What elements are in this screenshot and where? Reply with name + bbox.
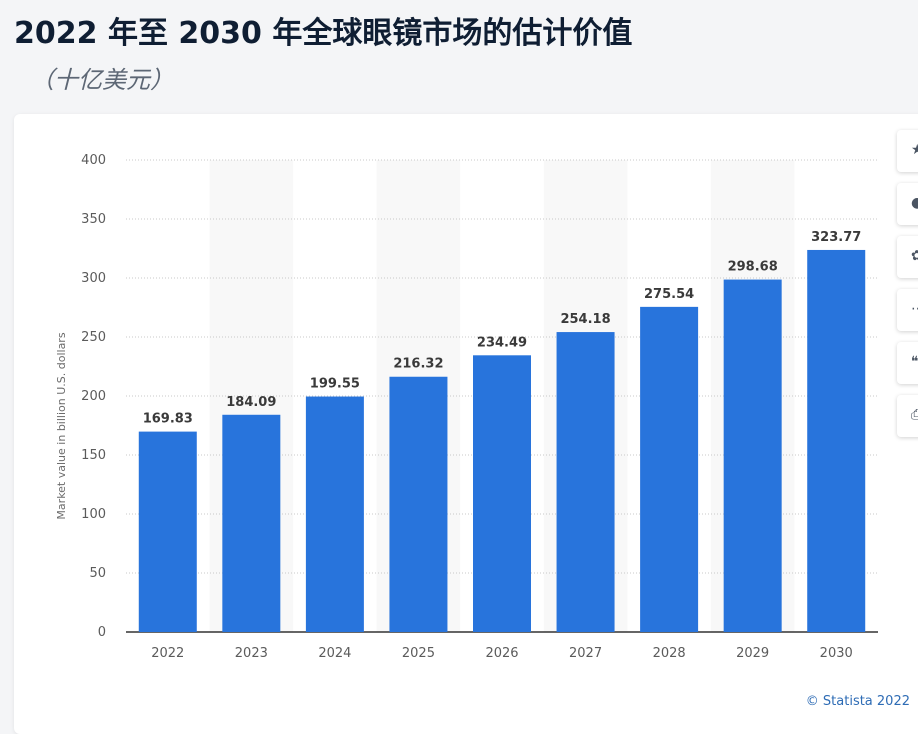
data-label: 323.77: [811, 230, 861, 245]
side-toolbar: ★ ● ✿ ⋯ ❝ ⎙: [897, 130, 918, 448]
x-tick-label: 2029: [736, 646, 769, 661]
y-tick-label: 0: [98, 625, 106, 640]
toolbar-button-bell[interactable]: ●: [897, 183, 918, 225]
bar[interactable]: [807, 249, 866, 632]
data-label: 234.49: [477, 335, 527, 350]
y-tick-label: 250: [81, 330, 106, 345]
y-tick-label: 300: [81, 271, 106, 286]
bar[interactable]: [138, 431, 197, 632]
data-label: 199.55: [310, 377, 360, 392]
bar[interactable]: [222, 414, 281, 632]
x-tick-label: 2022: [151, 646, 184, 661]
bar[interactable]: [640, 306, 699, 632]
data-label: 169.83: [143, 412, 193, 427]
copyright-text[interactable]: © Statista 2022: [805, 694, 910, 709]
bar[interactable]: [305, 396, 364, 632]
y-tick-label: 350: [81, 212, 106, 227]
chart-card: 0 50 100 150 200 250 300 350 400 169.83 2022 184.09…: [14, 114, 918, 734]
data-label: 298.68: [728, 260, 778, 275]
x-tick-label: 2027: [569, 646, 602, 661]
bar[interactable]: [473, 355, 531, 632]
toolbar-button-gear[interactable]: ✿: [897, 236, 918, 278]
star-icon: ★: [911, 142, 918, 158]
print-icon: ⎙: [911, 407, 918, 423]
bell-icon: ●: [911, 195, 918, 211]
y-axis-title: Market value in billion U.S. dollars: [55, 332, 68, 519]
x-tick-label: 2023: [235, 646, 268, 661]
gear-icon: ✿: [911, 248, 918, 264]
quote-icon: ❝: [911, 354, 918, 370]
share-icon: ⋯: [911, 301, 918, 317]
x-tick-label: 2024: [318, 646, 351, 661]
data-label: 254.18: [560, 312, 610, 327]
y-tick-label: 100: [81, 507, 106, 522]
y-tick-label: 400: [81, 153, 106, 168]
y-tick-label: 200: [81, 389, 106, 404]
toolbar-button-star[interactable]: ★: [897, 130, 918, 172]
toolbar-button-quote[interactable]: ❝: [897, 342, 918, 384]
bar[interactable]: [389, 376, 448, 632]
x-tick-label: 2026: [485, 646, 518, 661]
bar[interactable]: [556, 332, 615, 632]
page-subtitle: （十亿美元）: [30, 66, 174, 94]
data-label: 275.54: [644, 287, 694, 302]
y-tick-label: 50: [89, 566, 106, 581]
y-tick-label: 150: [81, 448, 106, 463]
data-label: 184.09: [226, 395, 276, 410]
data-label: 216.32: [393, 357, 443, 372]
toolbar-button-print[interactable]: ⎙: [897, 395, 918, 437]
x-tick-label: 2028: [653, 646, 686, 661]
x-tick-label: 2030: [820, 646, 853, 661]
toolbar-button-share[interactable]: ⋯: [897, 289, 918, 331]
x-tick-label: 2025: [402, 646, 435, 661]
bar-chart: 0 50 100 150 200 250 300 350 400 169.83 2022 184.09…: [55, 153, 878, 661]
bar[interactable]: [723, 279, 782, 632]
page-title: 2022 年至 2030 年全球眼镜市场的估计价值: [14, 16, 633, 51]
